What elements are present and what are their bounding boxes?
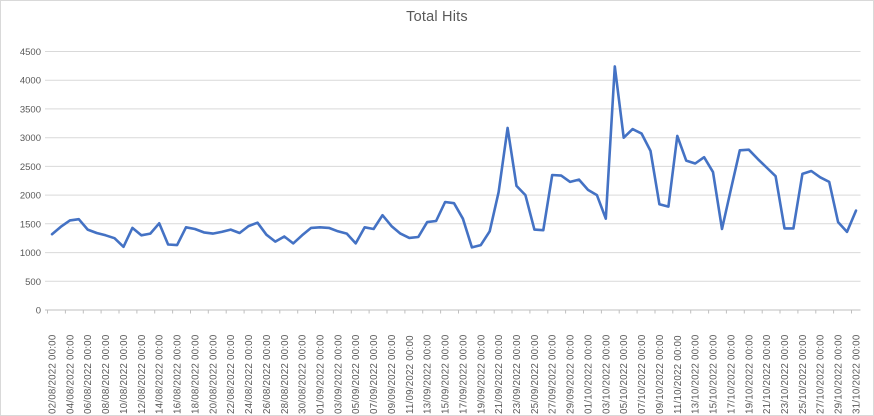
x-axis-label: 17/10/2022 00:00 (726, 334, 737, 414)
y-axis-label: 4000 (20, 76, 41, 87)
x-axis-label: 23/09/2022 00:00 (512, 334, 523, 414)
x-axis-label: 07/09/2022 00:00 (369, 334, 380, 414)
x-axis-label: 16/08/2022 00:00 (173, 334, 184, 414)
x-axis-label: 26/08/2022 00:00 (262, 334, 273, 414)
x-axis-label: 12/08/2022 00:00 (137, 334, 148, 414)
x-axis-label: 27/09/2022 00:00 (548, 334, 559, 414)
x-axis-label: 22/08/2022 00:00 (226, 334, 237, 414)
x-axis-label: 10/08/2022 00:00 (119, 334, 130, 414)
x-axis-label: 25/10/2022 00:00 (798, 334, 809, 414)
x-axis-label: 13/09/2022 00:00 (423, 334, 434, 414)
x-axis-label: 23/10/2022 00:00 (780, 334, 791, 414)
y-axis-label: 0 (36, 306, 41, 317)
x-axis-label: 17/09/2022 00:00 (458, 334, 469, 414)
x-axis-label: 15/10/2022 00:00 (709, 334, 720, 414)
x-axis-label: 20/08/2022 00:00 (208, 334, 219, 414)
x-axis-label: 11/09/2022 00:00 (405, 335, 416, 414)
series-line (50, 65, 858, 249)
x-axis-label: 02/08/2022 00:00 (48, 334, 59, 414)
x-axis-label: 15/09/2022 00:00 (441, 334, 452, 414)
x-axis-label: 01/10/2022 00:00 (584, 334, 595, 414)
x-axis-label: 27/10/2022 00:00 (816, 334, 827, 414)
x-axis-label: 19/10/2022 00:00 (744, 334, 755, 414)
y-axis-label: 4500 (20, 47, 41, 58)
x-axis-label: 05/10/2022 00:00 (619, 334, 630, 414)
y-axis-label: 3500 (20, 104, 41, 115)
x-axis-label: 09/10/2022 00:00 (655, 334, 666, 414)
y-axis-label: 3000 (20, 133, 41, 144)
y-axis-label: 1500 (20, 219, 41, 230)
x-axis-label: 31/10/2022 00:00 (852, 334, 863, 414)
x-axis-label: 08/08/2022 00:00 (101, 334, 112, 414)
x-axis-label: 29/10/2022 00:00 (834, 334, 845, 414)
y-axis-label: 1000 (20, 248, 41, 259)
x-axis-label: 30/08/2022 00:00 (298, 334, 309, 414)
x-axis-label: 24/08/2022 00:00 (244, 334, 255, 414)
y-axis-label: 500 (25, 277, 41, 288)
x-axis-label: 28/08/2022 00:00 (280, 334, 291, 414)
x-axis-label: 07/10/2022 00:00 (637, 334, 648, 414)
x-axis-label: 21/09/2022 00:00 (494, 334, 505, 414)
x-axis-label: 11/10/2022 00:00 (673, 335, 684, 414)
chart-title: Total Hits (406, 9, 468, 25)
x-axis-label: 19/09/2022 00:00 (476, 334, 487, 414)
x-axis-label: 01/09/2022 00:00 (316, 334, 327, 414)
y-axis-label: 2000 (20, 191, 41, 202)
x-axis-label: 14/08/2022 00:00 (155, 334, 166, 414)
x-axis-label: 13/10/2022 00:00 (691, 334, 702, 414)
x-axis-label: 18/08/2022 00:00 (190, 334, 201, 414)
x-axis-label: 09/09/2022 00:00 (387, 334, 398, 414)
y-axis-label: 2500 (20, 162, 41, 173)
x-axis-label: 03/10/2022 00:00 (601, 334, 612, 414)
x-axis-label: 06/08/2022 00:00 (83, 334, 94, 414)
x-axis-label: 03/09/2022 00:00 (333, 334, 344, 414)
x-axis-label: 04/08/2022 00:00 (65, 334, 76, 414)
x-axis-label: 21/10/2022 00:00 (762, 334, 773, 414)
x-axis-label: 05/09/2022 00:00 (351, 334, 362, 414)
x-axis-label: 25/09/2022 00:00 (530, 334, 541, 414)
x-axis-label: 29/09/2022 00:00 (566, 334, 577, 414)
